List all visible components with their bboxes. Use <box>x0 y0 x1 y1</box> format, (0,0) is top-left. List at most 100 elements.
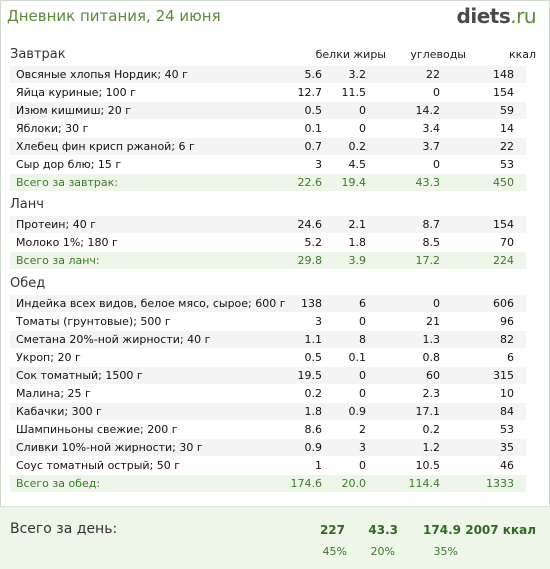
carbs-cell: 0 <box>433 297 440 310</box>
table-row[interactable]: Томаты (грунтовые); 500 г 3 0 21 96 <box>10 313 526 331</box>
day-fat: 43.3 <box>368 523 398 537</box>
food-name: Яблоки; 30 г <box>16 122 89 135</box>
food-name: Шампиньоны свежие; 200 г <box>16 423 178 436</box>
carbs-cell: 17.2 <box>415 254 441 267</box>
kcal-cell: 46 <box>500 459 514 472</box>
carbs-cell: 8.5 <box>422 236 441 249</box>
table-row[interactable]: Сливки 10%-ной жирности; 30 г 0.9 3 1.2 35 <box>10 439 526 457</box>
kcal-cell: 22 <box>500 140 514 153</box>
total-label: Всего за обед: <box>16 477 101 490</box>
carbs-cell: 10.5 <box>415 459 441 472</box>
table-row[interactable]: Индейка всех видов, белое мясо, сырое; 6… <box>10 295 526 313</box>
fat-cell: 2.1 <box>348 218 367 231</box>
column-header: жиры <box>353 48 386 61</box>
total-label: Всего за ланч: <box>16 254 100 267</box>
food-name: Молоко 1%; 180 г <box>16 236 118 249</box>
kcal-cell: 14 <box>500 122 514 135</box>
section-total-row: Всего за ланч: 29.8 3.9 17.2 224 <box>10 252 526 270</box>
protein-cell: 0.5 <box>304 104 323 117</box>
day-fat-pct: 20% <box>370 545 395 558</box>
protein-cell: 8.6 <box>304 423 323 436</box>
table-row[interactable]: Изюм кишмиш; 20 г 0.5 0 14.2 59 <box>10 102 526 120</box>
food-name: Хлебец фин крисп ржаной; 6 г <box>16 140 195 153</box>
kcal-cell: 35 <box>500 441 514 454</box>
fat-cell: 19.4 <box>341 176 367 189</box>
kcal-cell: 6 <box>507 351 514 364</box>
day-carbs-pct: 35% <box>433 545 458 558</box>
section-title: Ланч <box>10 197 44 212</box>
kcal-cell: 82 <box>500 333 514 346</box>
fat-cell: 6 <box>359 297 366 310</box>
kcal-cell: 224 <box>493 254 514 267</box>
fat-cell: 2 <box>359 423 366 436</box>
protein-cell: 0.1 <box>304 122 323 135</box>
logo-main: diets <box>456 4 511 28</box>
food-name: Изюм кишмиш; 20 г <box>16 104 131 117</box>
protein-cell: 3 <box>315 315 322 328</box>
column-header: углеводы <box>410 48 466 61</box>
fat-cell: 3.2 <box>348 68 367 81</box>
day-kcal: 2007 ккал <box>465 523 536 537</box>
fat-cell: 1.8 <box>348 236 367 249</box>
table-row[interactable]: Шампиньоны свежие; 200 г 8.6 2 0.2 53 <box>10 421 526 439</box>
protein-cell: 138 <box>301 297 322 310</box>
protein-cell: 0.5 <box>304 351 323 364</box>
food-name: Сок томатный; 1500 г <box>16 369 143 382</box>
carbs-cell: 43.3 <box>415 176 441 189</box>
carbs-cell: 17.1 <box>415 405 441 418</box>
kcal-cell: 70 <box>500 236 514 249</box>
table-row[interactable]: Яблоки; 30 г 0.1 0 3.4 14 <box>10 120 526 138</box>
kcal-cell: 53 <box>500 158 514 171</box>
column-header: ккал <box>508 48 536 61</box>
protein-cell: 24.6 <box>297 218 323 231</box>
protein-cell: 3 <box>315 158 322 171</box>
table-row[interactable]: Сок томатный; 1500 г 19.5 0 60 315 <box>10 367 526 385</box>
protein-cell: 1 <box>315 459 322 472</box>
protein-cell: 22.6 <box>297 176 323 189</box>
carbs-cell: 0.2 <box>422 423 441 436</box>
table-row[interactable]: Сыр дор блю; 15 г 3 4.5 0 53 <box>10 156 526 174</box>
day-carbs: 174.9 <box>423 523 461 537</box>
food-name: Томаты (грунтовые); 500 г <box>16 315 171 328</box>
protein-cell: 0.7 <box>304 140 323 153</box>
protein-cell: 5.2 <box>304 236 323 249</box>
day-protein-pct: 45% <box>322 545 347 558</box>
kcal-cell: 315 <box>493 369 514 382</box>
table-row[interactable]: Малина; 25 г 0.2 0 2.3 10 <box>10 385 526 403</box>
total-label: Всего за завтрак: <box>16 176 119 189</box>
carbs-cell: 114.4 <box>408 477 441 490</box>
fat-cell: 0 <box>359 387 366 400</box>
table-row[interactable]: Сметана 20%-ной жирности; 40 г 1.1 8 1.3 82 <box>10 331 526 349</box>
section-title: Завтрак <box>10 47 66 62</box>
table-row[interactable]: Укроп; 20 г 0.5 0.1 0.8 6 <box>10 349 526 367</box>
table-row[interactable]: Яйца куриные; 100 г 12.7 11.5 0 154 <box>10 84 526 102</box>
fat-cell: 3 <box>359 441 366 454</box>
kcal-cell: 59 <box>500 104 514 117</box>
table-row[interactable]: Соус томатный острый; 50 г 1 0 10.5 46 <box>10 457 526 475</box>
logo-tld: ru <box>516 4 536 28</box>
table-row[interactable]: Протеин; 40 г 24.6 2.1 8.7 154 <box>10 216 526 234</box>
page-title: Дневник питания, 24 июня <box>7 7 221 25</box>
kcal-cell: 154 <box>493 86 514 99</box>
day-protein: 227 <box>319 523 345 537</box>
kcal-cell: 53 <box>500 423 514 436</box>
site-logo[interactable]: diets.ru <box>456 4 537 28</box>
table-row[interactable]: Хлебец фин крисп ржаной; 6 г 0.7 0.2 3.7 22 <box>10 138 526 156</box>
protein-cell: 0.2 <box>304 387 323 400</box>
table-row[interactable]: Молоко 1%; 180 г 5.2 1.8 8.5 70 <box>10 234 526 252</box>
table-row[interactable]: Кабачки; 300 г 1.8 0.9 17.1 84 <box>10 403 526 421</box>
kcal-cell: 96 <box>500 315 514 328</box>
table-row[interactable]: Овсяные хлопья Нордик; 40 г 5.6 3.2 22 148 <box>10 66 526 84</box>
kcal-cell: 148 <box>493 68 514 81</box>
fat-cell: 0 <box>359 315 366 328</box>
fat-cell: 0 <box>359 459 366 472</box>
protein-cell: 19.5 <box>297 369 323 382</box>
protein-cell: 29.8 <box>297 254 323 267</box>
food-name: Яйца куриные; 100 г <box>16 86 136 99</box>
protein-cell: 12.7 <box>297 86 323 99</box>
protein-cell: 1.8 <box>304 405 323 418</box>
carbs-cell: 1.3 <box>422 333 441 346</box>
food-name: Сметана 20%-ной жирности; 40 г <box>16 333 211 346</box>
fat-cell: 20.0 <box>341 477 367 490</box>
day-total-label: Всего за день: <box>10 521 118 537</box>
